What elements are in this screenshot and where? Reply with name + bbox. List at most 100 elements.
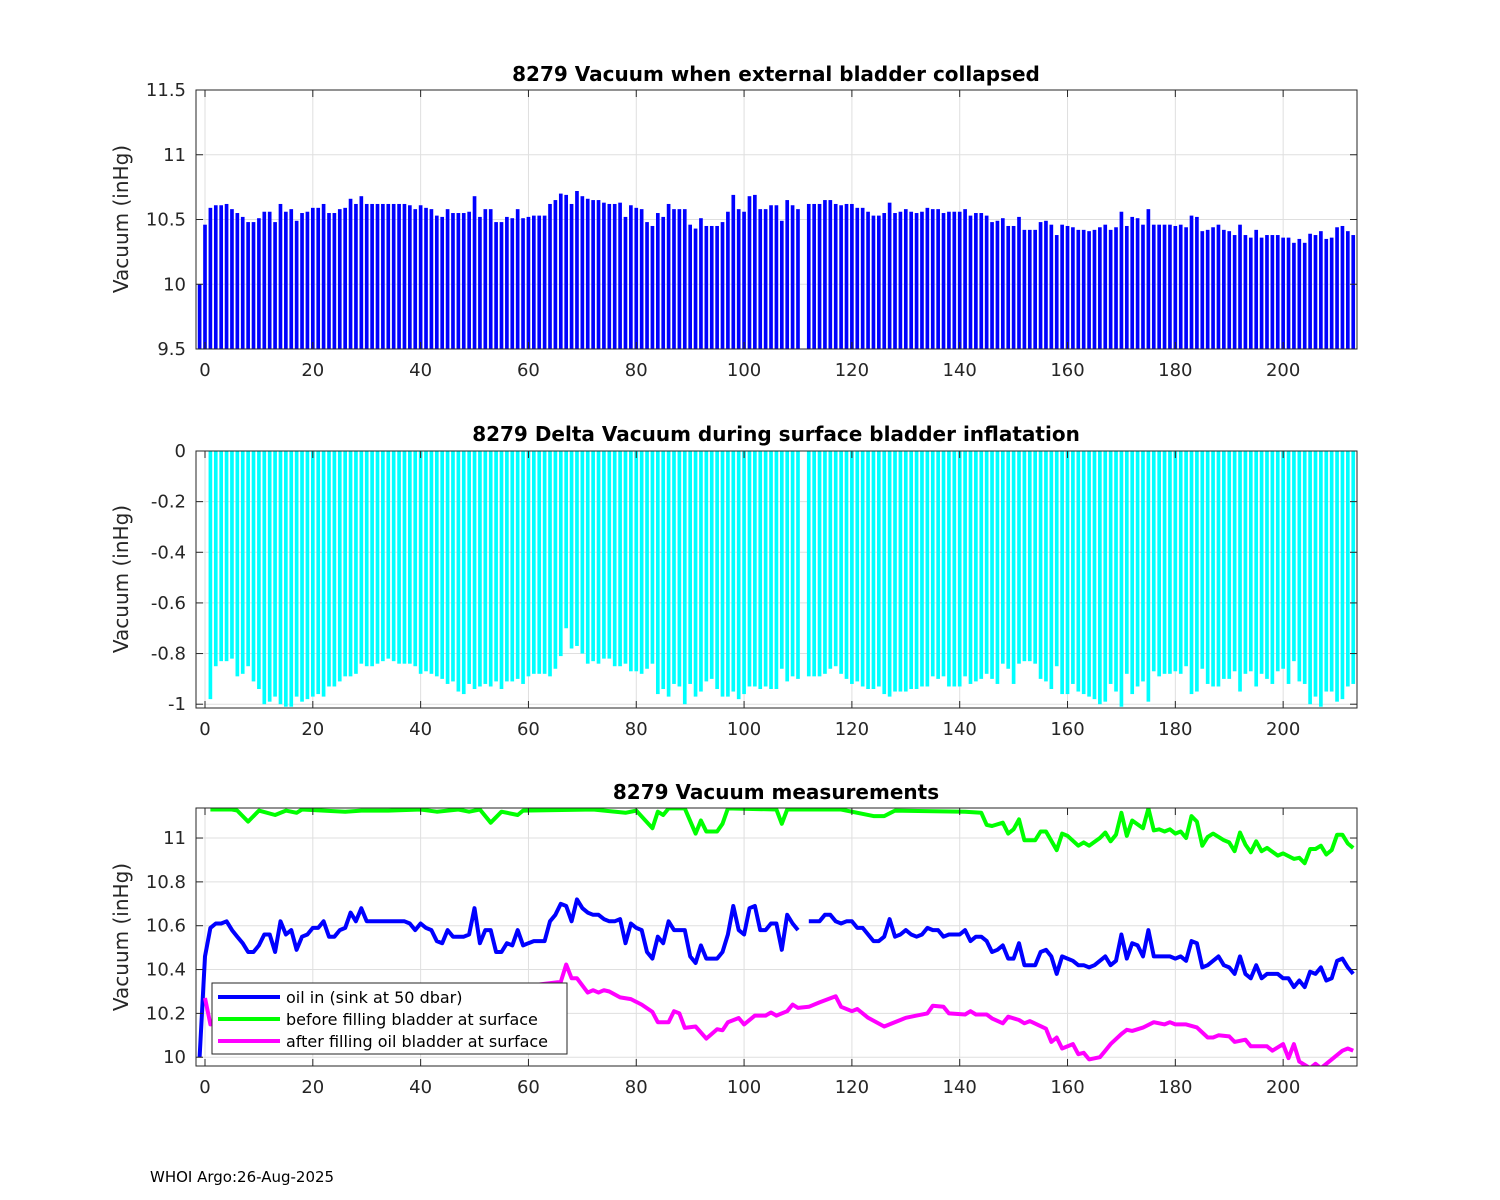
bar	[300, 451, 304, 702]
bar	[677, 451, 682, 687]
bar	[709, 451, 714, 679]
bar	[995, 220, 1000, 349]
bar	[337, 451, 342, 682]
bar	[947, 451, 951, 687]
bar	[715, 451, 719, 690]
bar	[871, 215, 876, 349]
bar	[246, 451, 250, 667]
bar	[1184, 451, 1188, 667]
bar	[397, 203, 401, 349]
bar	[1054, 451, 1059, 667]
bar	[1335, 227, 1339, 349]
bar	[1222, 451, 1226, 679]
bar	[844, 451, 849, 679]
x-tick-label: 120	[835, 1077, 869, 1098]
bar	[1205, 229, 1210, 349]
bar	[688, 451, 693, 684]
plot-marks	[197, 191, 1356, 349]
bar	[542, 451, 547, 674]
bar	[666, 451, 671, 697]
x-tick-label: 180	[1158, 1077, 1192, 1098]
legend-label-before-filling: before filling bladder at surface	[286, 1010, 538, 1029]
bar	[537, 451, 542, 674]
bar	[224, 203, 229, 349]
bar	[391, 203, 396, 349]
bar	[1281, 451, 1285, 669]
bar	[779, 451, 784, 669]
bar	[267, 211, 272, 349]
bar	[1108, 229, 1113, 349]
bar	[1071, 451, 1075, 684]
legend: oil in (sink at 50 dbar) before filling …	[211, 982, 568, 1055]
bar	[1232, 235, 1237, 349]
bar	[381, 203, 385, 349]
bar	[623, 451, 628, 664]
bar	[521, 451, 525, 684]
bar	[645, 451, 649, 669]
bar	[1248, 237, 1253, 349]
bar	[1308, 233, 1312, 349]
bar	[564, 194, 569, 349]
bar	[963, 209, 967, 349]
bar	[461, 213, 466, 349]
bar	[1265, 235, 1269, 349]
bar	[305, 211, 310, 349]
bar	[1195, 216, 1199, 349]
bar	[812, 451, 816, 677]
y-tick-label: 10.4	[146, 960, 186, 981]
y-tick-label: -0.4	[151, 542, 186, 563]
bar	[472, 451, 477, 690]
bar	[1265, 451, 1269, 679]
bar	[348, 451, 353, 677]
bar	[893, 451, 897, 692]
bar	[1151, 451, 1156, 672]
bar	[1238, 451, 1242, 692]
bar	[1286, 451, 1291, 684]
bar	[1157, 224, 1161, 349]
x-tick-label: 100	[727, 360, 761, 381]
bar	[1060, 224, 1064, 349]
bar	[979, 451, 984, 679]
bar	[310, 451, 315, 697]
bar	[817, 451, 822, 677]
bar	[941, 451, 946, 677]
y-tick-label: 10	[163, 274, 186, 295]
bar	[796, 209, 800, 349]
bar	[990, 222, 994, 349]
bar	[753, 451, 757, 687]
x-tick-label: 20	[301, 719, 324, 740]
bar	[488, 209, 493, 349]
bar	[343, 451, 347, 677]
bar	[823, 200, 827, 349]
bar	[1259, 451, 1264, 674]
bar	[699, 451, 703, 692]
bar	[661, 216, 666, 349]
x-tick-label: 160	[1050, 1077, 1084, 1098]
x-tick-label: 180	[1158, 719, 1192, 740]
bar	[418, 451, 423, 674]
bar	[526, 451, 531, 677]
bar	[1033, 229, 1038, 349]
bar	[790, 205, 795, 349]
bar	[1011, 451, 1016, 684]
bar	[1146, 209, 1151, 349]
x-tick-label: 100	[727, 1077, 761, 1098]
bar	[1254, 229, 1259, 349]
bar	[1189, 215, 1194, 349]
bar	[1044, 451, 1048, 682]
bar	[1329, 451, 1334, 692]
bar	[537, 215, 542, 349]
bar	[321, 451, 326, 697]
bar	[736, 209, 741, 349]
y-tick-label: 11	[163, 145, 186, 166]
bar	[618, 202, 622, 349]
bar	[650, 451, 655, 664]
legend-label-after-filling: after filling oil bladder at surface	[286, 1032, 548, 1051]
bar	[1286, 237, 1291, 349]
bar	[920, 211, 924, 349]
bar	[1297, 238, 1302, 349]
bar	[240, 216, 245, 349]
x-tick-label: 60	[517, 719, 540, 740]
bar	[785, 200, 790, 349]
bar	[1211, 451, 1215, 687]
